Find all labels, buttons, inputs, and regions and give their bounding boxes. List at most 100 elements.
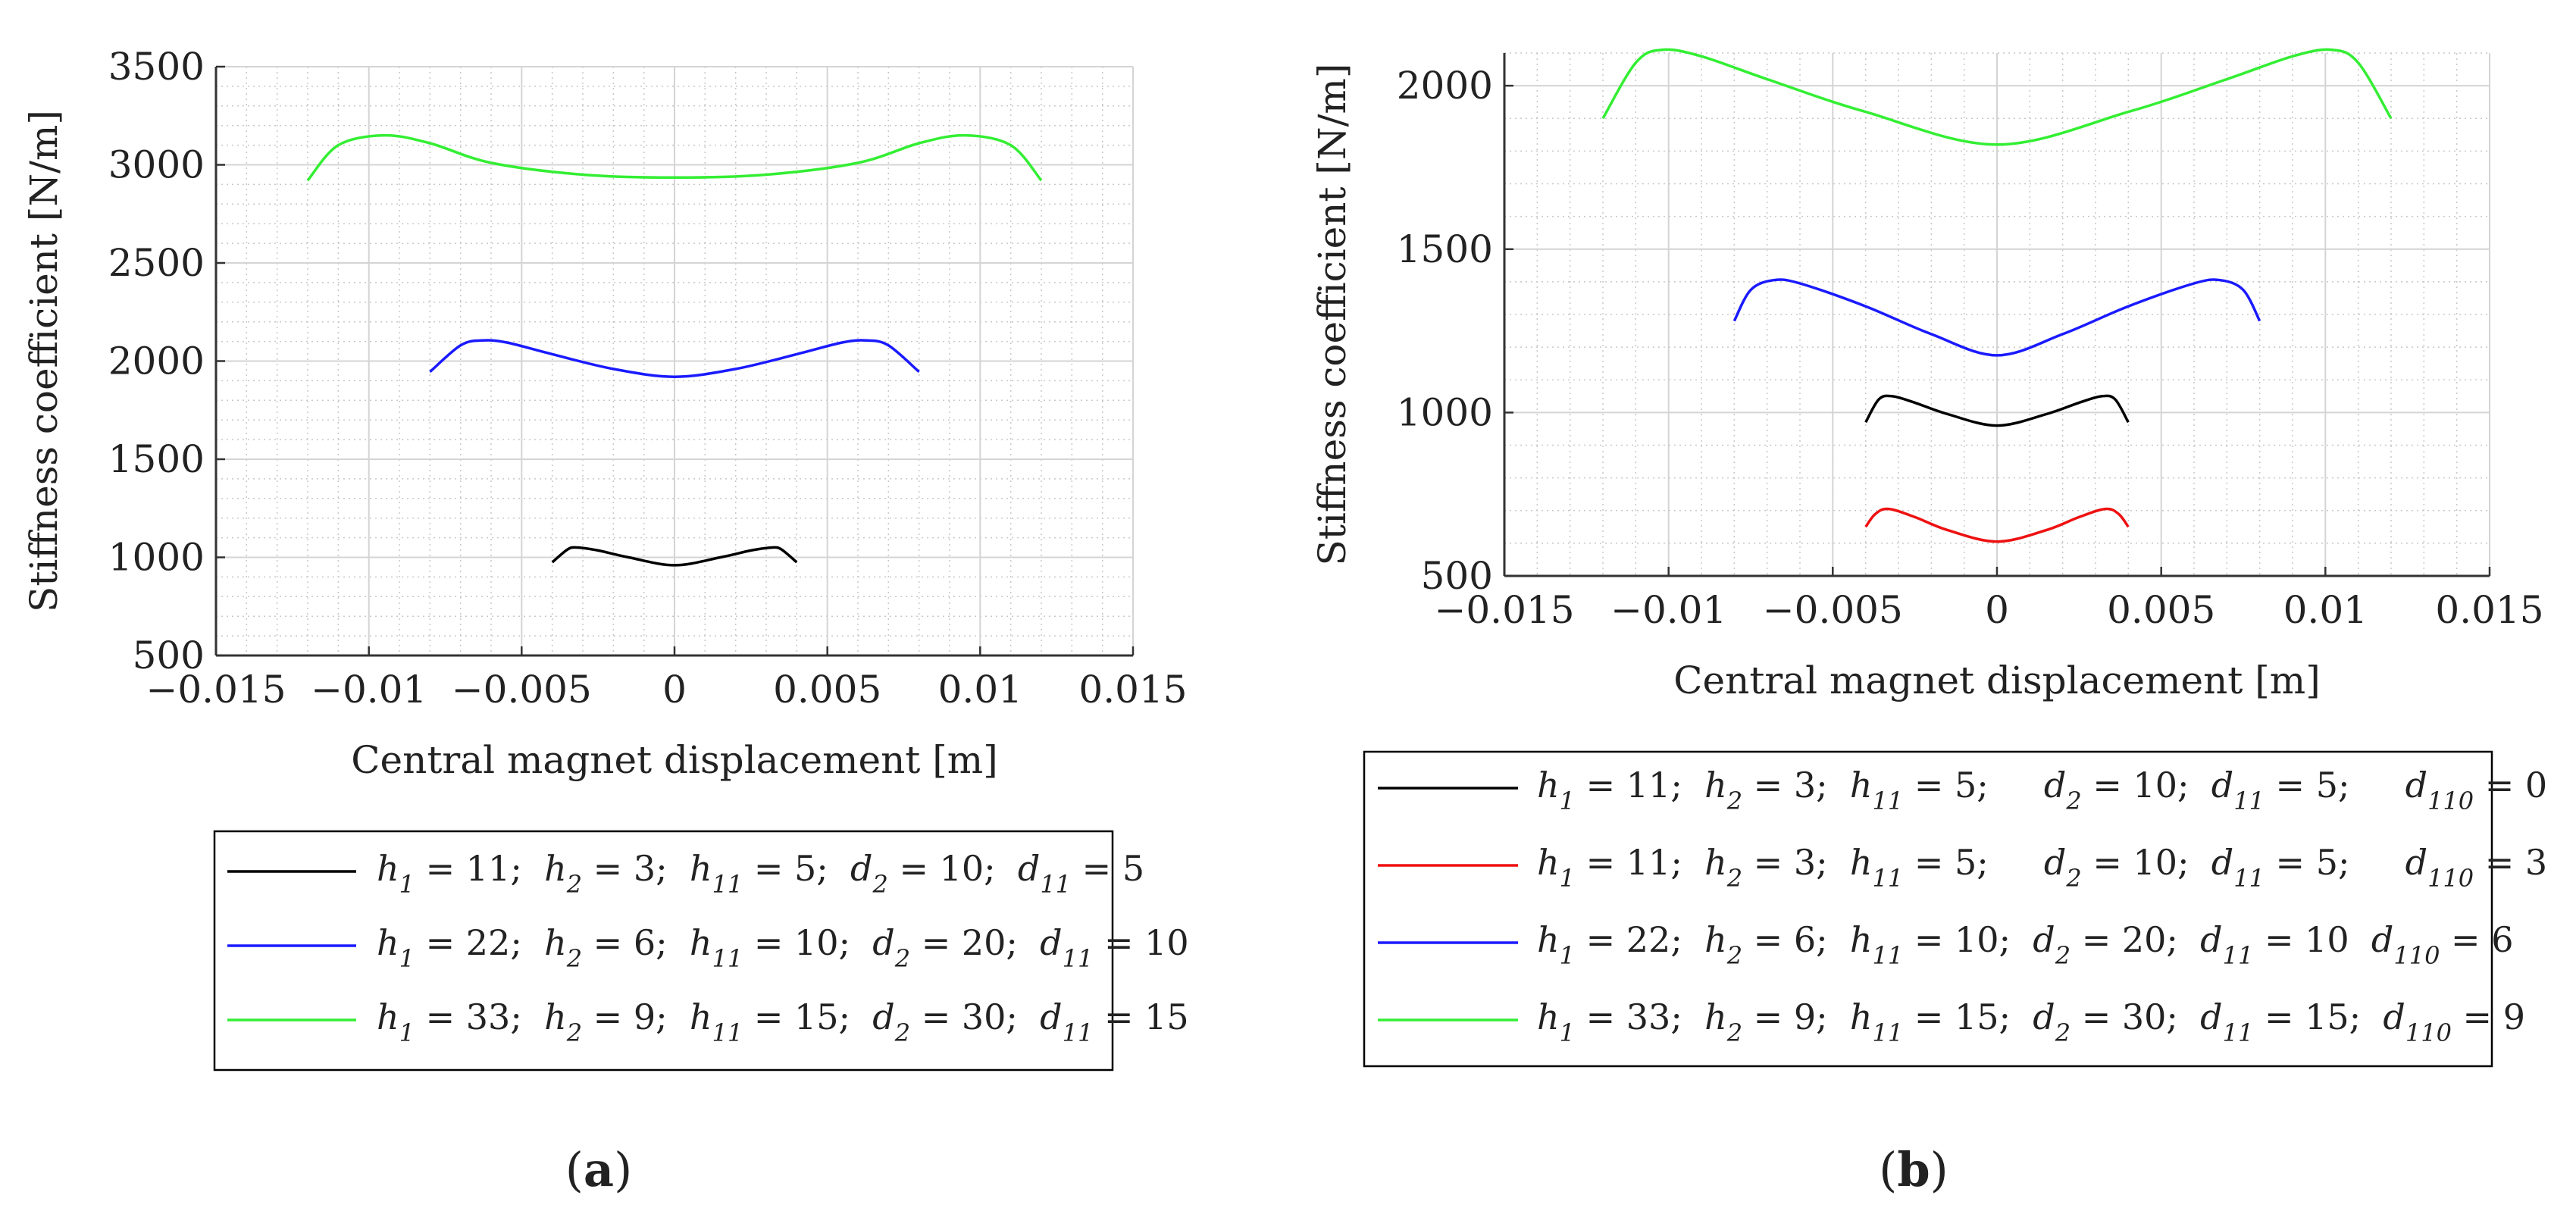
legend-subscript: 2 <box>2065 864 2081 893</box>
legend-subscript: 1 <box>1560 787 1575 815</box>
y-tick-label: 1500 <box>1397 227 1493 271</box>
x-tick-label: 0.015 <box>1078 668 1187 712</box>
x-tick-label: −0.005 <box>1763 588 1903 632</box>
legend-value: = 15; <box>743 996 872 1037</box>
x-tick-label: 0.01 <box>938 668 1022 712</box>
legend-value: = 10; <box>2082 842 2211 883</box>
legend-subscript: 11 <box>1873 941 1904 970</box>
legend-subscript: 11 <box>712 944 743 973</box>
x-tick-label: −0.015 <box>146 668 286 712</box>
legend-subscript: 11 <box>1873 1018 1904 1047</box>
x-tick-label: 0.005 <box>2107 588 2215 632</box>
legend-subscript: 2 <box>1726 1018 1742 1047</box>
legend-var: h <box>1704 919 1727 960</box>
legend-value: = 20; <box>910 922 1040 963</box>
legend-box <box>213 830 1114 1072</box>
legend-subscript: 110 <box>2427 864 2474 893</box>
legend-subscript: 2 <box>2055 1018 2071 1047</box>
legend-value: = 3; <box>582 848 690 889</box>
legend-var: h <box>690 848 712 889</box>
legend-value: = 10 <box>1093 922 1188 963</box>
legend-subscript: 110 <box>2393 941 2440 970</box>
legend-value: = 22; <box>1575 919 1704 960</box>
legend-entry: h1 = 11; h2 = 3; h11 = 5; d2 = 10; d11 =… <box>377 848 1144 899</box>
x-tick-label: −0.015 <box>1434 588 1574 632</box>
y-axis-label: Stiffness coefficient [N/m] <box>1310 64 1354 566</box>
panel-a: −0.015 −0.01 −0.005 0 0.005 0.01 0.015 500 1000 1… <box>22 45 1189 1197</box>
legend-value: = 30; <box>910 996 1040 1037</box>
legend-value: = 5; <box>1903 765 2044 806</box>
legend-subscript: 2 <box>1726 787 1742 815</box>
y-tick-label: 2000 <box>1397 64 1493 108</box>
legend-value: = 5; <box>743 848 850 889</box>
y-tick-label: 3000 <box>108 143 205 187</box>
series-line-1 <box>1864 394 2130 427</box>
legend-var: d <box>2200 996 2222 1037</box>
legend-subscript: 1 <box>1560 1018 1575 1047</box>
legend-value: = 0 <box>2474 765 2547 806</box>
legend-entry: h1 = 33; h2 = 9; h11 = 15; d2 = 30; d11 … <box>1537 996 2525 1047</box>
legend-value: = 3 <box>2474 842 2547 883</box>
panel-label: (b) <box>1879 1142 1948 1197</box>
legend-var: h <box>377 922 399 963</box>
legend-value: = 10; <box>743 922 872 963</box>
legend-value: = 5; <box>2265 765 2405 806</box>
legend-value: = 15; <box>2253 996 2383 1037</box>
series-line-2 <box>429 339 920 378</box>
legend-subscript: 2 <box>2055 941 2071 970</box>
legend-var: h <box>690 922 712 963</box>
legend-subscript: 2 <box>872 870 887 899</box>
legend-value: = 10 <box>2253 919 2371 960</box>
legend-value: = 5 <box>1071 848 1144 889</box>
legend-var: d <box>2211 842 2233 883</box>
x-tick-label: 0.01 <box>2283 588 2368 632</box>
legend-var: d <box>1018 848 1040 889</box>
legend-subscript: 2 <box>566 1018 582 1047</box>
x-tick-label: 0 <box>662 668 687 712</box>
legend-var: d <box>872 996 894 1037</box>
legend-value: = 6 <box>2440 919 2513 960</box>
legend-value: = 33; <box>415 996 544 1037</box>
legend-subscript: 11 <box>2233 864 2265 893</box>
legend-entry: h1 = 22; h2 = 6; h11 = 10; d2 = 20; d11 … <box>1537 919 2514 970</box>
legend-entry: h1 = 33; h2 = 9; h11 = 15; d2 = 30; d11 … <box>377 996 1189 1047</box>
legend-value: = 33; <box>1575 996 1704 1037</box>
legend-value: = 11; <box>1575 842 1704 883</box>
y-axis-label: Stiffness coefficient [N/m] <box>22 110 66 612</box>
legend-var: h <box>690 996 712 1037</box>
legend-value: = 11; <box>1575 765 1704 806</box>
series-line-4 <box>1601 48 2393 146</box>
legend-var: h <box>377 848 399 889</box>
x-axis-label: Central magnet displacement [m] <box>351 738 997 782</box>
legend-var: h <box>1537 996 1560 1037</box>
legend-entry: h1 = 11; h2 = 3; h11 = 5; d2 = 10; d11 =… <box>1537 842 2547 893</box>
legend-subscript: 2 <box>566 944 582 973</box>
legend-var: d <box>1040 996 1062 1037</box>
legend-var: d <box>1040 922 1062 963</box>
legend-subscript: 11 <box>712 870 743 899</box>
legend-var: h <box>1850 842 1873 883</box>
legend-subscript: 1 <box>1560 864 1575 893</box>
legend-var: h <box>377 996 399 1037</box>
legend-subscript: 11 <box>1063 1018 1094 1047</box>
legend-box <box>1363 750 2493 1068</box>
series-line-3 <box>1732 278 2261 357</box>
legend-subscript: 110 <box>2405 1018 2452 1047</box>
legend-subscript: 11 <box>1063 944 1094 973</box>
y-tick-label: 1500 <box>108 437 205 481</box>
legend-value: = 10; <box>888 848 1018 889</box>
legend-value: = 5; <box>1903 842 2044 883</box>
legend-var: h <box>544 922 567 963</box>
legend-entry: h1 = 22; h2 = 6; h11 = 10; d2 = 20; d11 … <box>377 922 1189 973</box>
legend-value: = 6; <box>582 922 690 963</box>
series-line-2 <box>1864 507 2130 543</box>
y-tick-label: 500 <box>133 634 205 677</box>
legend-var: d <box>872 922 894 963</box>
legend-subscript: 2 <box>1726 941 1742 970</box>
legend-var: h <box>1704 842 1727 883</box>
x-tick-label: 0.015 <box>2435 588 2543 632</box>
legend-value: = 30; <box>2071 996 2200 1037</box>
legend-value: = 9; <box>582 996 690 1037</box>
legend-value: = 15; <box>1903 996 2033 1037</box>
legend-var: d <box>850 848 872 889</box>
